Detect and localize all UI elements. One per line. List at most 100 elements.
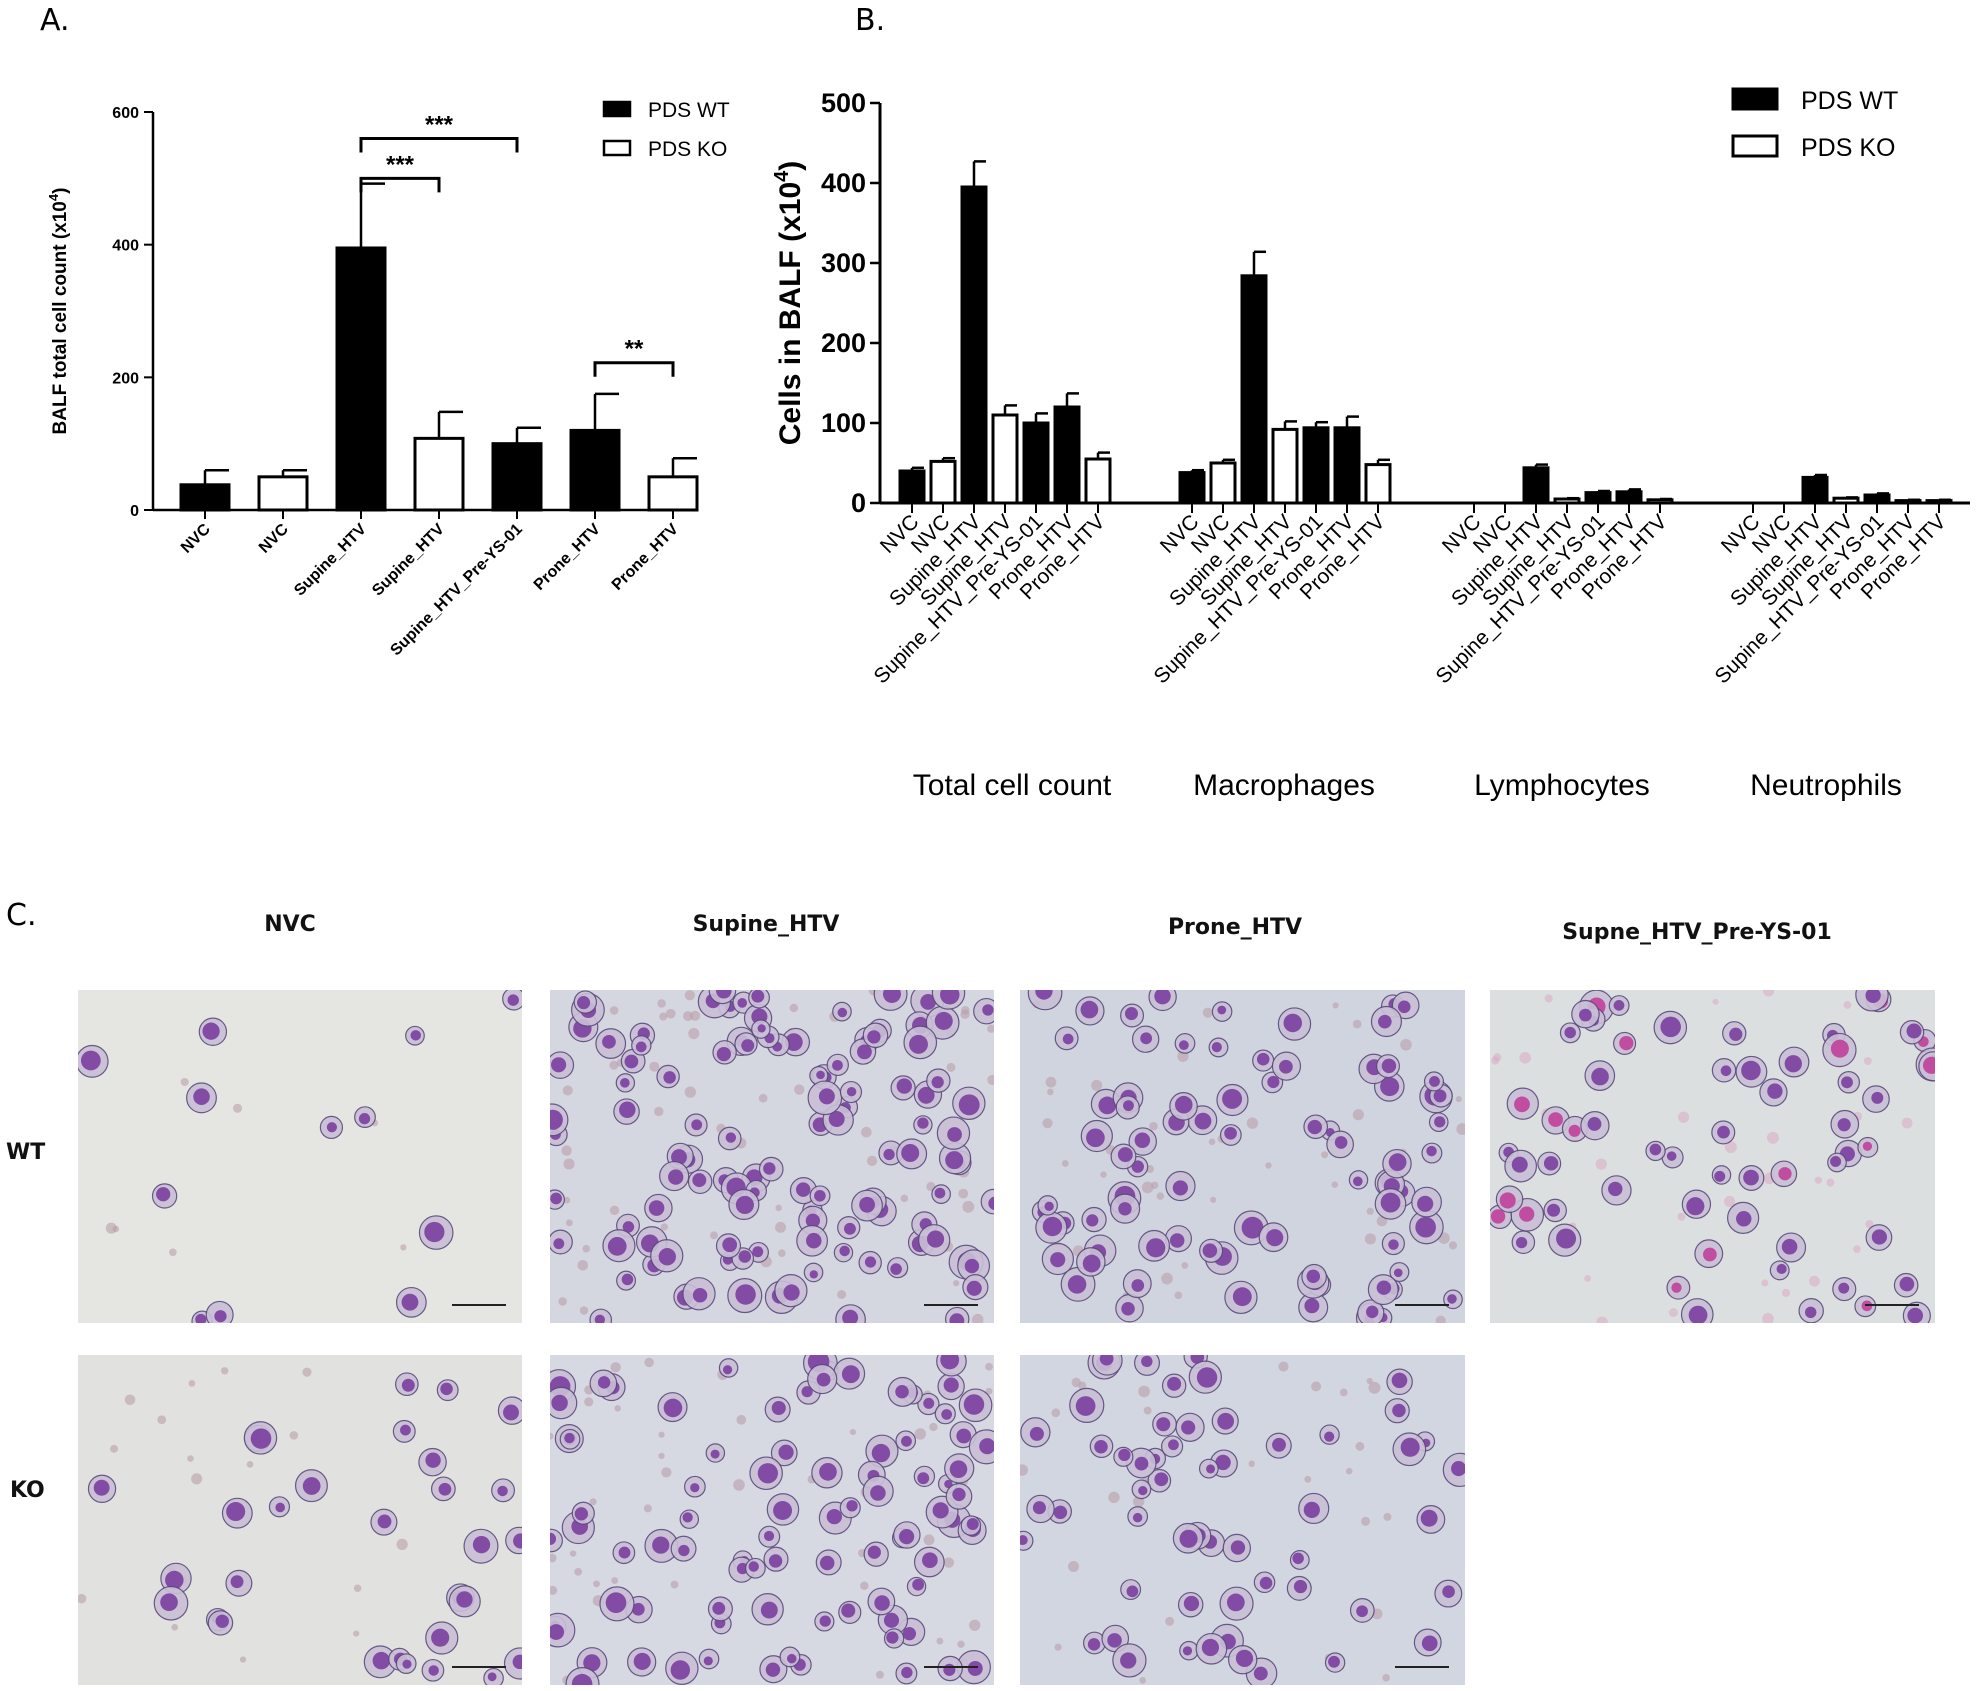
micrograph-nucleus [1266,1229,1284,1247]
micrograph-small-cell [171,1623,179,1631]
micrograph-nucleus [1714,1170,1726,1182]
micrograph-nucleus [949,1313,965,1323]
micrograph-small-cell [246,1461,254,1468]
micrograph-nucleus [1179,1529,1198,1548]
chart-a-significance-bracket [359,137,519,153]
micrograph-small-cell [1321,1151,1329,1159]
chart-b-bar [929,459,957,505]
micrograph-small-cell [875,1670,884,1679]
micrograph-small-cell [188,1380,196,1387]
micrograph-texture [1490,990,1935,1323]
micrograph-nucleus [1702,1247,1717,1262]
micrograph-nucleus [786,1653,797,1664]
chart-a-x-tick-label: Prone_HTV [609,521,682,594]
micrograph-small-cell [1345,1467,1353,1475]
chart-a-significance-bracket [593,361,675,377]
micrograph-texture [1020,1355,1465,1685]
micrograph-small-cell [550,1553,557,1563]
micrograph-nucleus [503,1404,519,1421]
micrograph-nucleus [1134,1132,1151,1149]
micrograph-nucleus [1241,1216,1264,1239]
micrograph-nucleus [574,1507,589,1521]
micrograph-small-cell [736,1414,747,1425]
micrograph-small-cell [1139,1677,1147,1684]
micrograph-small-cell [961,1005,970,1015]
micrograph-nucleus [1107,1633,1122,1648]
micrograph-small-cell [609,1060,619,1070]
micrograph-nucleus [1451,1461,1465,1477]
chart-a-legend-label: PDS KO [648,138,727,161]
micrograph-nucleus [1717,1125,1730,1139]
chart-b-bar [1584,491,1612,505]
micrograph-nucleus [1194,1112,1212,1130]
micrograph-small-cell [569,1550,577,1557]
micrograph-nucleus [1215,1454,1231,1471]
micrograph-nucleus [1608,1181,1623,1197]
micrograph-nucleus [1169,1233,1185,1248]
micrograph-nucleus [156,1187,171,1202]
chart-b-bar [1302,426,1330,505]
micrograph-nucleus [943,1663,956,1676]
chart-b-bar [1553,497,1581,505]
micrograph-nucleus [1426,1145,1437,1157]
micrograph-nucleus [401,1378,415,1392]
chart-a-significance-bracket [359,176,441,193]
micrograph-nucleus [564,1432,575,1444]
micrograph-small-cell [866,1155,878,1167]
micrograph-nucleus [1226,1593,1245,1612]
micrograph-small-cell [609,1006,619,1015]
chart-b-bar [1522,466,1550,505]
micrograph-nucleus [497,1485,508,1497]
micrograph-nucleus [1222,1088,1243,1109]
micrograph-small-cell [683,1011,693,1022]
micrograph-nucleus [1907,1307,1923,1323]
micrograph-nucleus [841,1603,856,1618]
micrograph-nucleus [594,1314,605,1323]
micrograph-nucleus [842,1309,859,1323]
micrograph-small-cell [789,1003,799,1013]
micrograph-nucleus [1767,1083,1783,1099]
micrograph-nucleus [1543,1156,1559,1171]
chart-a-significance-label: *** [386,151,415,178]
micrograph-nucleus [809,1270,818,1279]
micrograph-nucleus [1393,1268,1403,1278]
micrograph-nucleus [553,1238,565,1250]
chart-b-bar [1832,496,1860,505]
micrograph-nucleus [768,1554,783,1568]
micrograph-small-cell [610,1362,621,1373]
micrograph-small-cell [969,1619,981,1631]
micrograph-nucleus [1042,1216,1063,1237]
chart-a-bar [413,436,465,512]
micrograph-small-cell [232,1103,243,1113]
micrograph-nucleus [1686,1197,1705,1216]
micrograph-nucleus [841,1365,860,1384]
micrograph-nucleus [1830,1039,1849,1058]
micrograph-small-cell [614,1405,621,1412]
micrograph-small-cell [849,1428,856,1436]
micrograph-nucleus [214,1310,227,1323]
micrograph-small-cell [660,1223,668,1231]
micrograph-nucleus [1838,1282,1850,1294]
micrograph-nucleus [428,1665,439,1676]
micrograph-nucleus [1392,1403,1406,1418]
micrograph-small-cell [665,1008,676,1019]
micrograph-small-cell [985,1362,993,1371]
micrograph-nucleus [372,1651,391,1670]
micrograph-nucleus [1098,1096,1117,1115]
micrograph-nucleus [783,1284,800,1301]
micrograph-small-cell [239,1656,247,1663]
chart-a-bar [335,246,387,512]
micrograph-small-cell [923,1534,935,1546]
micrograph-small-cell [1809,1275,1820,1287]
micrograph-nucleus [1660,1016,1681,1038]
micrograph-nucleus [1154,1472,1169,1487]
micrograph-nucleus [982,1004,994,1016]
micrograph-nucleus [1307,1119,1322,1135]
micrograph-small-cell [777,1249,786,1258]
chart-a-x-tick-label: Supine_HTV [369,521,448,600]
micrograph-nucleus [1871,1229,1888,1245]
micrograph-wt-supine-htv-pre-ys-01 [1490,990,1935,1323]
micrograph-small-cell [1762,1312,1774,1323]
micrograph-ko-nvc [78,1355,522,1685]
micrograph-small-cell [1368,1381,1381,1394]
